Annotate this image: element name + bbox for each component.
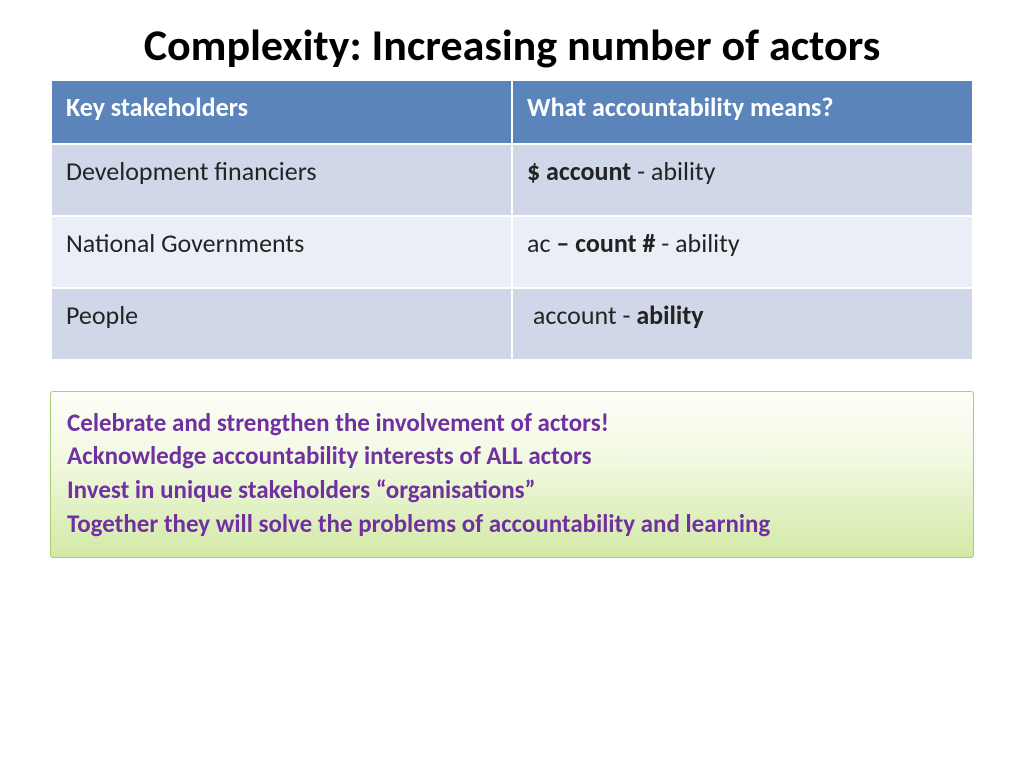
table-header-row: Key stakeholders What accountability mea… [51, 80, 973, 144]
callout-line: Together they will solve the problems of… [67, 507, 957, 541]
cell-stakeholder: National Governments [51, 216, 512, 288]
callout-line: Acknowledge accountability interests of … [67, 439, 957, 473]
col-header-stakeholders: Key stakeholders [51, 80, 512, 144]
slide: Complexity: Increasing number of actors … [0, 0, 1024, 768]
col-header-meaning: What accountability means? [512, 80, 973, 144]
callout-box: Celebrate and strengthen the involvement… [50, 391, 974, 558]
table-body: Development financiers$ account - abilit… [51, 144, 973, 360]
callout-line: Celebrate and strengthen the involvement… [67, 406, 957, 440]
cell-meaning: ac – count # - ability [512, 216, 973, 288]
table-row: People account - ability [51, 288, 973, 360]
stakeholders-table: Key stakeholders What accountability mea… [50, 79, 974, 361]
cell-meaning: account - ability [512, 288, 973, 360]
table-row: National Governmentsac – count # - abili… [51, 216, 973, 288]
table-row: Development financiers$ account - abilit… [51, 144, 973, 216]
callout-line: Invest in unique stakeholders “organisat… [67, 473, 957, 507]
cell-meaning: $ account - ability [512, 144, 973, 216]
cell-stakeholder: People [51, 288, 512, 360]
cell-stakeholder: Development financiers [51, 144, 512, 216]
slide-title: Complexity: Increasing number of actors [50, 20, 974, 71]
